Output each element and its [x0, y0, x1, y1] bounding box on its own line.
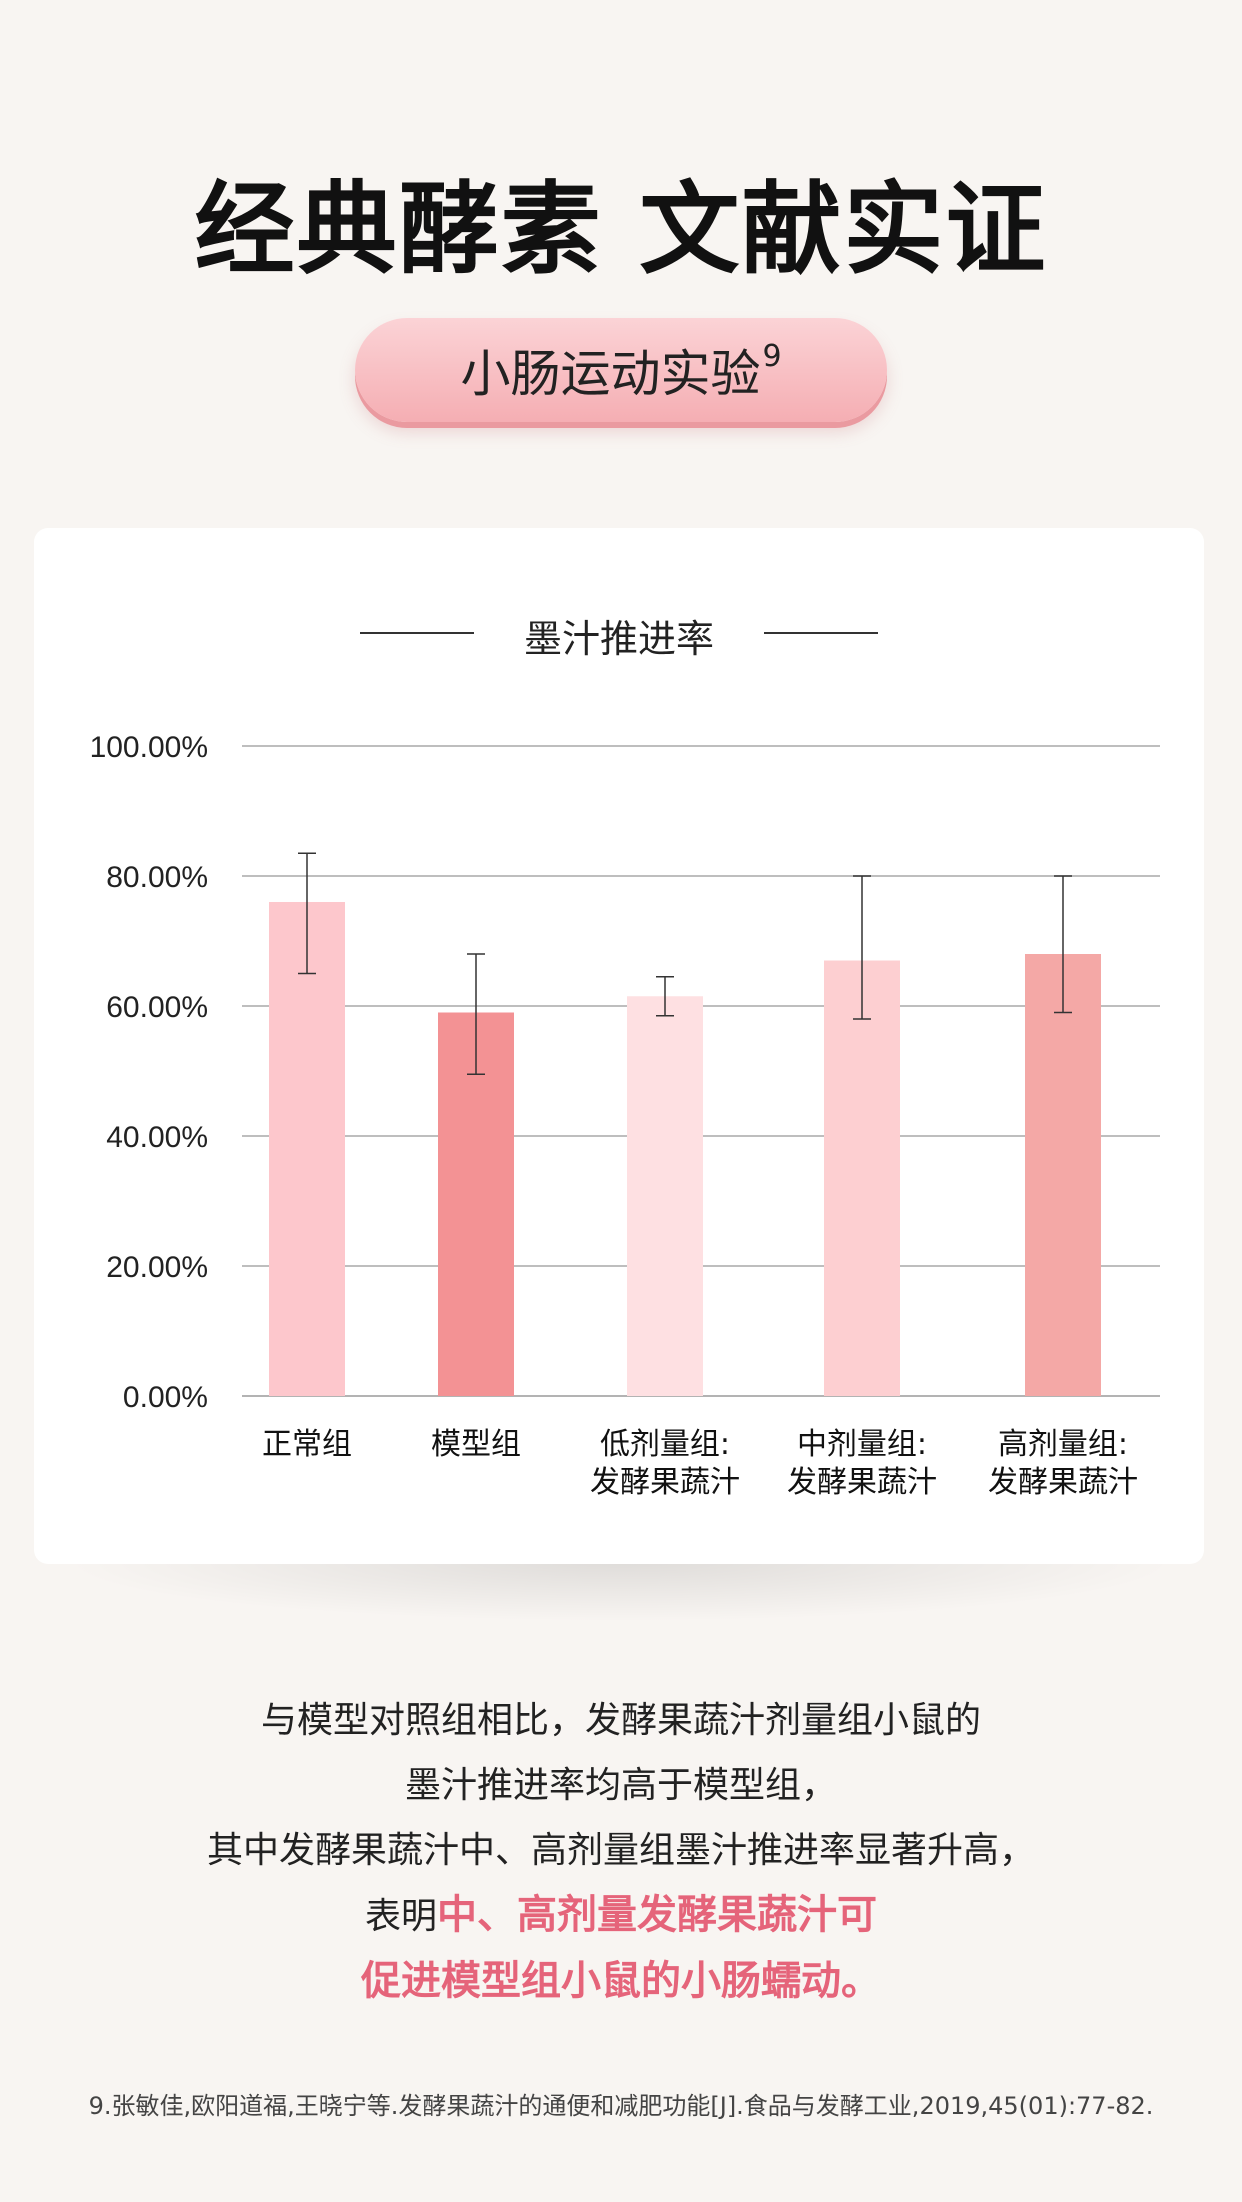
x-tick-label: 发酵果蔬汁	[590, 1465, 740, 1500]
bar	[824, 960, 900, 1396]
page-title: 经典酵素 文献实证	[194, 171, 1048, 288]
x-tick-label: 高剂量组:	[998, 1427, 1128, 1462]
y-tick-label: 40.00%	[106, 1121, 208, 1154]
y-tick-label: 80.00%	[106, 861, 208, 894]
chart-card: 墨汁推进率 0.00% 20.00% 40.00% 60.00% 80.00% 100.0…	[34, 528, 1204, 1564]
description-highlight-1: 中、高剂量发酵果蔬汁可	[437, 1892, 877, 1938]
y-tick-label: 0.00%	[123, 1381, 208, 1414]
reference-citation: 9.张敏佳,欧阳道福,王晓宁等.发酵果蔬汁的通便和减肥功能[J].食品与发酵工业…	[88, 2092, 1154, 2120]
x-tick-label: 发酵果蔬汁	[988, 1465, 1138, 1500]
pill-label: 小肠运动实验	[460, 345, 761, 403]
x-tick-label: 模型组	[431, 1427, 521, 1462]
y-tick-label: 60.00%	[106, 991, 208, 1024]
description-line-3: 其中发酵果蔬汁中、高剂量组墨汁推进率显著升高，	[206, 1830, 1035, 1871]
x-tick-label: 中剂量组:	[797, 1427, 927, 1462]
bar-chart: 0.00% 20.00% 40.00% 60.00% 80.00% 100.00% 正常组 模…	[90, 731, 1160, 1500]
x-tick-label: 正常组	[262, 1427, 352, 1462]
pill-footnote-mark: 9	[762, 338, 782, 374]
x-tick-label: 低剂量组:	[600, 1427, 730, 1462]
title-line-left	[360, 632, 474, 634]
description-line-1: 与模型对照组相比，发酵果蔬汁剂量组小鼠的	[260, 1700, 981, 1741]
chart-title: 墨汁推进率	[523, 617, 714, 661]
description-highlight-2: 促进模型组小鼠的小肠蠕动。	[361, 1958, 881, 2004]
y-tick-label: 20.00%	[106, 1251, 208, 1284]
section-pill: 小肠运动实验 9	[355, 318, 887, 422]
title-line-right	[764, 632, 878, 634]
description: 与模型对照组相比，发酵果蔬汁剂量组小鼠的 墨汁推进率均高于模型组， 其中发酵果蔬…	[0, 1688, 1242, 2015]
card-shadow	[60, 1562, 1180, 1622]
bar	[1025, 954, 1101, 1396]
bar	[627, 996, 703, 1396]
description-line-4-prefix: 表明	[364, 1896, 437, 1937]
bar	[269, 902, 345, 1396]
bar	[438, 1012, 514, 1396]
y-tick-label: 100.00%	[90, 731, 208, 764]
x-tick-label: 发酵果蔬汁	[787, 1465, 937, 1500]
description-line-4: 表明中、高剂量发酵果蔬汁可	[0, 1883, 1242, 1949]
description-line-2: 墨汁推进率均高于模型组，	[404, 1765, 837, 1806]
description-line-5: 促进模型组小鼠的小肠蠕动。	[0, 1949, 1242, 2015]
